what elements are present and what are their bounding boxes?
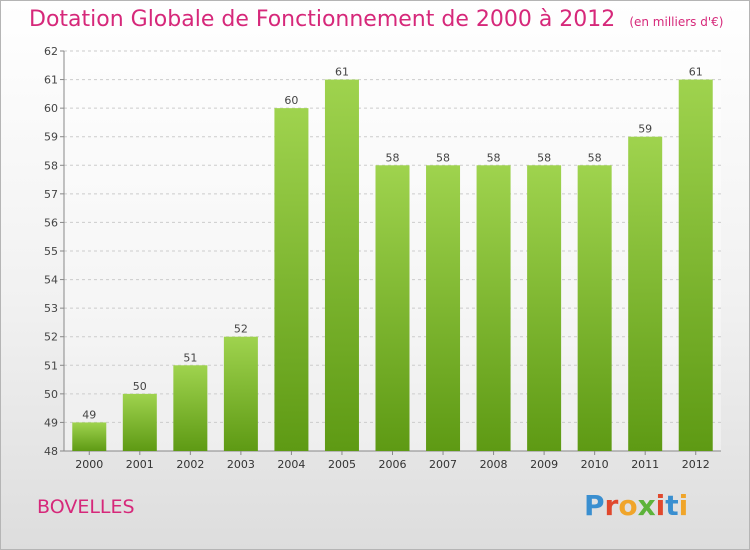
x-tick-label: 2000 bbox=[75, 458, 103, 471]
chart-unit: (en milliers d'€) bbox=[629, 15, 724, 29]
logo-letter: o bbox=[618, 489, 638, 522]
logo-letter: i bbox=[678, 489, 689, 522]
x-tick-label: 2002 bbox=[176, 458, 204, 471]
x-tick-label: 2011 bbox=[631, 458, 659, 471]
x-tick-label: 2009 bbox=[530, 458, 558, 471]
y-tick-label: 52 bbox=[44, 331, 58, 344]
y-tick-label: 55 bbox=[44, 245, 58, 258]
bar bbox=[375, 165, 410, 452]
bar bbox=[223, 336, 258, 451]
place-name: BOVELLES bbox=[37, 496, 135, 518]
bar-value-label: 58 bbox=[386, 151, 400, 164]
y-tick-label: 54 bbox=[44, 274, 58, 287]
bar-value-label: 59 bbox=[638, 123, 652, 136]
x-tick-label: 2005 bbox=[328, 458, 356, 471]
proxiti-logo: Proxiti bbox=[584, 489, 688, 522]
bar bbox=[426, 165, 461, 452]
x-tick-label: 2004 bbox=[277, 458, 305, 471]
y-tick-label: 49 bbox=[44, 416, 58, 429]
bar-value-label: 49 bbox=[82, 408, 96, 421]
y-tick-label: 58 bbox=[44, 159, 58, 172]
bar-value-label: 58 bbox=[487, 151, 501, 164]
bar bbox=[678, 79, 713, 452]
bar-value-label: 52 bbox=[234, 323, 248, 336]
bar-value-label: 58 bbox=[436, 151, 450, 164]
logo-letter: P bbox=[584, 489, 605, 522]
logo-letter: r bbox=[604, 489, 619, 522]
x-tick-label: 2006 bbox=[379, 458, 407, 471]
x-tick-label: 2003 bbox=[227, 458, 255, 471]
bar-value-label: 61 bbox=[335, 66, 349, 79]
y-tick-label: 57 bbox=[44, 188, 58, 201]
y-tick-label: 51 bbox=[44, 359, 58, 372]
bar bbox=[173, 365, 208, 451]
y-tick-label: 59 bbox=[44, 131, 58, 144]
bar-value-label: 51 bbox=[183, 351, 197, 364]
bar-value-label: 58 bbox=[537, 151, 551, 164]
bar bbox=[628, 136, 663, 451]
bar-value-label: 60 bbox=[284, 94, 298, 107]
bar bbox=[122, 393, 157, 451]
x-tick-label: 2007 bbox=[429, 458, 457, 471]
bar bbox=[527, 165, 562, 452]
bar bbox=[324, 79, 359, 452]
logo-letter: i bbox=[655, 489, 666, 522]
bar-value-label: 50 bbox=[133, 380, 147, 393]
y-tick-label: 50 bbox=[44, 388, 58, 401]
bar bbox=[577, 165, 612, 452]
y-tick-label: 53 bbox=[44, 302, 58, 315]
bar-value-label: 58 bbox=[588, 151, 602, 164]
y-tick-label: 48 bbox=[44, 445, 58, 458]
bar bbox=[476, 165, 511, 452]
logo-letter: x bbox=[637, 489, 656, 522]
x-tick-label: 2008 bbox=[480, 458, 508, 471]
chart-title: Dotation Globale de Fonctionnement de 20… bbox=[29, 7, 616, 32]
x-tick-label: 2010 bbox=[581, 458, 609, 471]
title-row: Dotation Globale de Fonctionnement de 20… bbox=[29, 7, 723, 32]
y-tick-label: 61 bbox=[44, 74, 58, 87]
x-tick-label: 2012 bbox=[682, 458, 710, 471]
y-tick-label: 60 bbox=[44, 102, 58, 115]
bar-value-label: 61 bbox=[689, 66, 703, 79]
y-tick-label: 62 bbox=[44, 45, 58, 58]
x-tick-label: 2001 bbox=[126, 458, 154, 471]
logo-letter: t bbox=[665, 489, 679, 522]
y-tick-label: 56 bbox=[44, 216, 58, 229]
bar bbox=[72, 422, 107, 451]
bar bbox=[274, 108, 309, 452]
